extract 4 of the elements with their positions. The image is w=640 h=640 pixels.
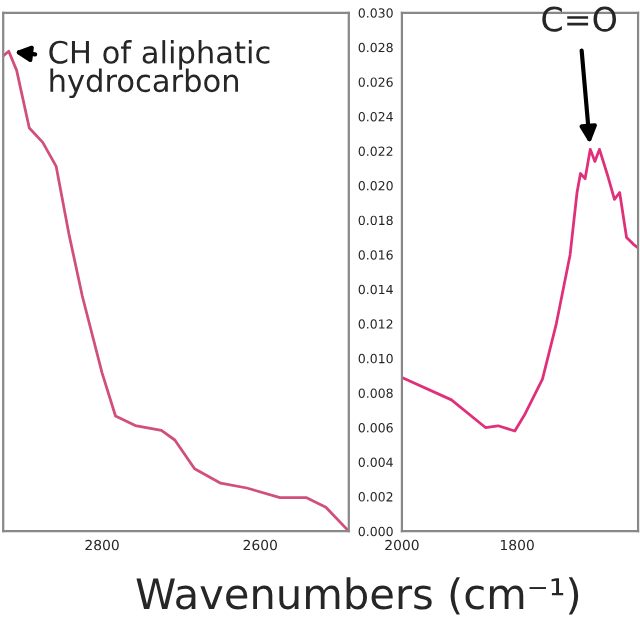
annotation: CH of aliphatic hydrocarbon [49,40,270,99]
annotation: C=O [542,6,617,32]
x-axis-title: Wavenumbers (cm⁻¹) [136,577,579,615]
line-series [401,147,639,433]
